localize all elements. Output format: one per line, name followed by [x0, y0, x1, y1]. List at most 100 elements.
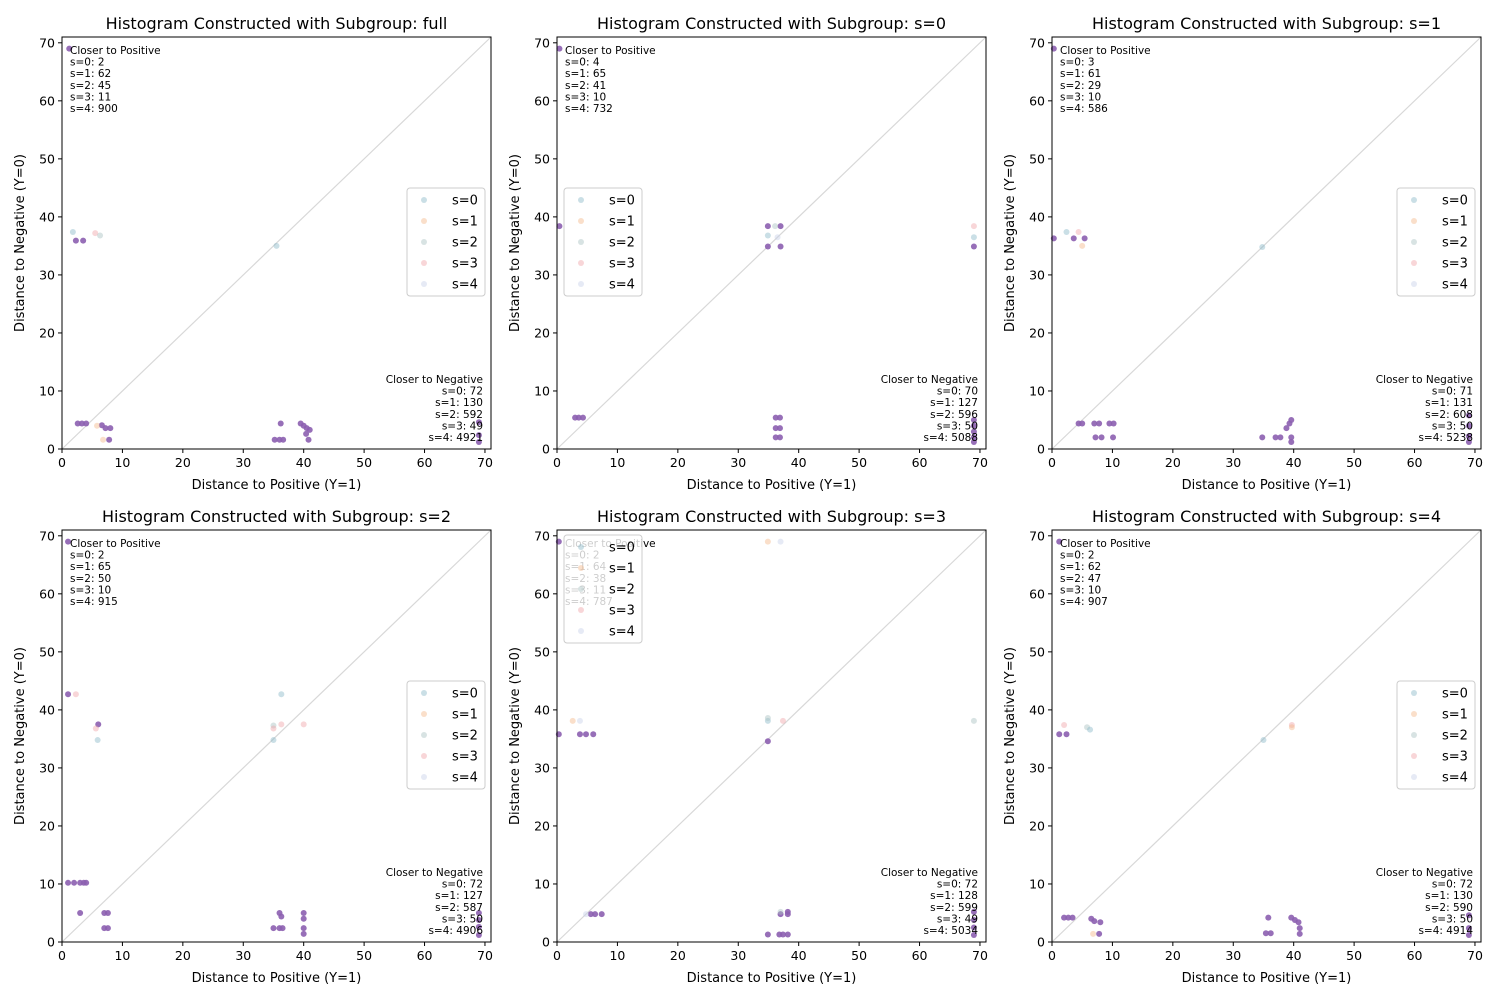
data-point: [1084, 724, 1091, 731]
x-tick-label: 20: [670, 455, 686, 470]
legend-marker: [421, 774, 427, 780]
closer-positive-count: s=4: 732: [565, 103, 613, 115]
closer-negative-count: s=3: 50: [937, 420, 978, 432]
chart-title: Histogram Constructed with Subgroup: s=2: [102, 507, 451, 526]
data-point: [1097, 919, 1104, 926]
legend-label: s=3: [609, 604, 635, 619]
x-tick-label: 30: [235, 455, 251, 470]
data-point: [69, 228, 76, 235]
closer-negative-count: s=0: 72: [442, 879, 483, 891]
data-point: [1295, 919, 1302, 926]
data-point: [590, 731, 597, 738]
y-tick-label: 20: [39, 325, 55, 340]
y-tick-label: 0: [1037, 442, 1045, 457]
x-tick-label: 30: [1225, 948, 1241, 963]
y-tick-label: 10: [534, 876, 550, 891]
data-point: [587, 911, 594, 918]
diagonal-line: [1051, 529, 1482, 943]
data-point: [1079, 242, 1086, 249]
x-tick-label: 20: [1165, 455, 1181, 470]
legend-marker: [1411, 753, 1417, 759]
data-point: [77, 909, 84, 916]
y-tick-label: 60: [534, 93, 550, 108]
closer-negative-heading: Closer to Negative: [1376, 374, 1473, 386]
legend: s=0 s=1 s=2 s=3 s=4: [406, 187, 486, 297]
legend-marker: [421, 690, 427, 696]
data-point: [65, 691, 72, 698]
x-tick-label: 50: [1346, 948, 1362, 963]
data-point: [475, 432, 482, 439]
x-tick-label: 70: [1467, 948, 1483, 963]
data-point: [475, 419, 482, 426]
data-point: [1056, 538, 1063, 545]
data-point: [772, 223, 779, 230]
legend-label: s=0: [1442, 687, 1468, 702]
y-axis-label: Distance to Negative (Y=0): [508, 154, 523, 332]
closer-negative-count: s=1: 128: [930, 890, 978, 902]
data-point: [94, 422, 101, 429]
closer-negative-count: s=0: 72: [1432, 879, 1473, 891]
y-tick-label: 20: [534, 818, 550, 833]
data-point: [1465, 912, 1472, 919]
data-point: [970, 932, 977, 939]
x-axis-label: Distance to Positive (Y=1): [687, 971, 857, 986]
y-tick-label: 40: [534, 702, 550, 717]
legend: s=0 s=1 s=2 s=3 s=4: [563, 187, 643, 297]
scatter-points: [1056, 538, 1472, 939]
data-point: [92, 230, 99, 237]
data-point: [65, 538, 72, 545]
data-point: [78, 420, 85, 427]
closer-positive-count: s=1: 62: [70, 68, 111, 80]
y-axis-label: Distance to Negative (Y=0): [1003, 154, 1018, 332]
data-point: [1087, 726, 1094, 733]
data-point: [300, 909, 307, 916]
data-point: [270, 725, 277, 732]
subplot-2: 0 10 20 30 40 50 60 70 0 10 20 30 40 50 60 70 Histogram …: [1003, 14, 1483, 493]
legend-marker: [1411, 260, 1417, 266]
diagonal-line: [556, 36, 987, 450]
legend-label: s=3: [452, 750, 478, 765]
data-point: [764, 738, 771, 745]
legend-marker: [421, 239, 427, 245]
x-tick-label: 40: [791, 948, 807, 963]
data-point: [1265, 914, 1272, 921]
legend-box: [563, 534, 643, 644]
data-point: [279, 925, 286, 932]
data-point: [776, 434, 783, 441]
data-point: [772, 434, 779, 441]
y-tick-label: 30: [39, 267, 55, 282]
x-tick-label: 0: [1048, 948, 1056, 963]
y-tick-label: 40: [1029, 209, 1045, 224]
data-point: [475, 909, 482, 916]
data-point: [1288, 724, 1295, 731]
legend-box: [406, 680, 486, 790]
x-tick-label: 50: [1346, 455, 1362, 470]
data-point: [772, 425, 779, 432]
data-point: [776, 425, 783, 432]
closer-positive-count: s=1: 65: [565, 68, 606, 80]
legend-label: s=4: [609, 278, 635, 293]
data-point: [97, 232, 104, 239]
legend-label: s=1: [1442, 215, 1468, 230]
data-point: [475, 932, 482, 939]
legend: s=0 s=1 s=2 s=3 s=4: [563, 534, 643, 644]
data-point: [106, 436, 113, 443]
y-tick-label: 30: [534, 267, 550, 282]
closer-negative-count: s=4: 4914: [1418, 925, 1473, 937]
data-point: [592, 911, 599, 918]
data-point: [1272, 434, 1279, 441]
data-point: [1288, 721, 1295, 728]
data-point: [1056, 731, 1063, 738]
data-point: [1288, 434, 1295, 441]
closer-positive-count: s=2: 29: [1060, 80, 1101, 92]
data-point: [107, 425, 114, 432]
legend-marker: [578, 565, 584, 571]
data-point: [102, 425, 109, 432]
closer-negative-count: s=4: 5238: [1418, 432, 1473, 444]
data-point: [273, 242, 280, 249]
y-tick-label: 10: [534, 383, 550, 398]
data-point: [777, 911, 784, 918]
legend-label: s=2: [609, 583, 635, 598]
x-tick-label: 60: [912, 948, 928, 963]
scatter-points: [555, 538, 977, 939]
